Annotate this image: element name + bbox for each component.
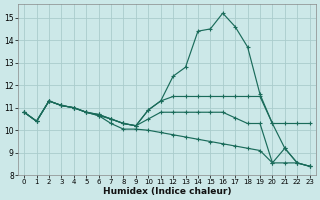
X-axis label: Humidex (Indice chaleur): Humidex (Indice chaleur): [103, 187, 231, 196]
